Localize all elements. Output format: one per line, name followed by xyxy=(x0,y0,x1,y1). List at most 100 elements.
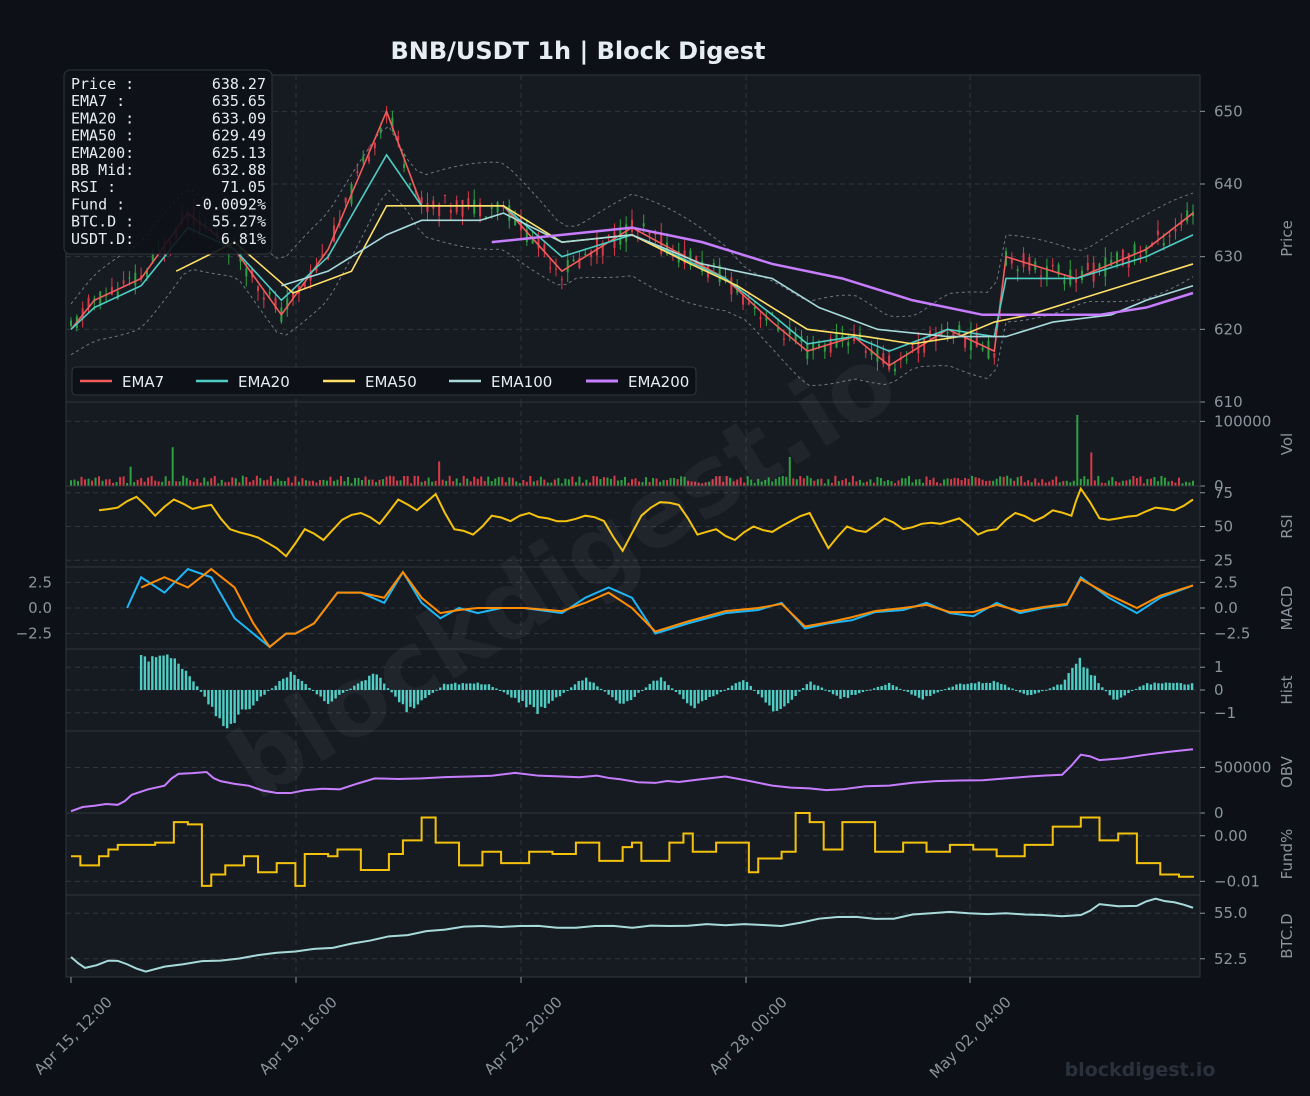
panel-frame xyxy=(65,401,1201,487)
watermark-corner: blockdigest.io xyxy=(1065,1059,1216,1081)
volume-bar xyxy=(1076,414,1079,486)
volume-bar xyxy=(84,479,87,486)
histogram-bar xyxy=(596,686,599,690)
histogram-bar xyxy=(1160,683,1164,690)
volume-bar xyxy=(1062,481,1065,486)
volume-bar xyxy=(168,480,171,486)
candle-body xyxy=(952,333,955,337)
volume-bar xyxy=(318,480,321,486)
candle-body xyxy=(619,229,622,245)
candle-body xyxy=(759,317,762,320)
histogram-bar xyxy=(835,690,838,696)
volume-bar xyxy=(283,481,286,486)
y-tick-label: 620 xyxy=(1214,320,1243,338)
histogram-bar xyxy=(311,690,315,691)
candle-body xyxy=(245,268,248,277)
panel-frame xyxy=(65,812,1201,896)
volume-bar xyxy=(943,479,946,486)
panel-frame xyxy=(65,730,1201,814)
histogram-bar xyxy=(1172,683,1175,690)
legend-label: EMA20 xyxy=(238,373,290,391)
histogram-bar xyxy=(786,690,790,704)
histogram-bar xyxy=(1041,690,1044,692)
volume-bar xyxy=(325,480,328,486)
volume-bar xyxy=(781,475,784,486)
series-line-signal xyxy=(140,567,1194,649)
volume-bar xyxy=(900,478,903,486)
y-tick-label: 100000 xyxy=(1214,412,1271,430)
info-value: -0.0092% xyxy=(194,195,266,213)
candle-body xyxy=(327,256,330,260)
volume-bar xyxy=(694,481,697,486)
volume-bar xyxy=(147,477,150,486)
y-tick-label: 500000 xyxy=(1214,758,1271,776)
histogram-bar xyxy=(790,690,794,700)
histogram-bar xyxy=(300,680,304,690)
info-value: 632.88 xyxy=(212,161,266,179)
candle-body xyxy=(666,242,669,254)
candle-body xyxy=(461,199,464,217)
volume-bar xyxy=(1181,483,1184,486)
histogram-bar xyxy=(349,688,352,690)
histogram-bar xyxy=(203,690,206,697)
histogram-bar xyxy=(1033,690,1037,694)
candle-body xyxy=(1040,275,1043,277)
candle-body xyxy=(882,353,885,365)
volume-bar xyxy=(269,476,272,486)
candle-body xyxy=(543,244,546,252)
histogram-bar xyxy=(1003,684,1007,690)
y-tick-label: 25 xyxy=(1214,551,1233,569)
volume-bar xyxy=(392,476,395,486)
y-axis-label: Vol xyxy=(1278,433,1296,455)
volume-bar xyxy=(981,479,984,486)
volume-bar xyxy=(725,476,728,486)
info-label: USDT.D: xyxy=(71,230,134,248)
histogram-bar xyxy=(902,690,906,691)
histogram-bar xyxy=(992,680,996,690)
volume-bar xyxy=(606,477,609,486)
histogram-bar xyxy=(547,690,550,704)
volume-bar xyxy=(1128,479,1131,486)
volume-bar xyxy=(1149,478,1152,486)
volume-bar xyxy=(231,477,234,486)
histogram-bar xyxy=(289,671,292,690)
volume-bar xyxy=(1065,480,1068,486)
y-tick-label: 2.5 xyxy=(1214,573,1238,591)
histogram-bar xyxy=(607,690,610,695)
histogram-bar xyxy=(166,654,169,690)
volume-bar xyxy=(206,481,209,486)
volume-bar xyxy=(820,478,823,486)
histogram-bar xyxy=(401,690,405,705)
volume-bar xyxy=(105,479,108,486)
volume-bar xyxy=(1192,480,1194,486)
volume-bar xyxy=(346,476,349,486)
info-value: 638.27 xyxy=(212,75,266,93)
histogram-bar xyxy=(1067,673,1070,690)
volume-bar xyxy=(490,481,493,486)
volume-bar xyxy=(599,478,602,486)
volume-bar xyxy=(946,478,949,486)
histogram-bar xyxy=(944,689,947,691)
volume-bar xyxy=(539,476,542,486)
candle-body xyxy=(479,203,482,217)
volume-bar xyxy=(595,476,598,486)
volume-bar xyxy=(792,478,795,486)
histogram-bar xyxy=(1104,690,1108,692)
volume-bar xyxy=(1146,479,1149,486)
histogram-bar xyxy=(1131,690,1134,692)
candle-body xyxy=(502,206,505,209)
y-tick-label: 0.00 xyxy=(1214,827,1247,845)
histogram-bar xyxy=(671,688,674,690)
volume-bar xyxy=(508,477,511,486)
y-tick-label: −2.5 xyxy=(1214,625,1250,643)
volume-bar xyxy=(1107,480,1110,486)
candle-body xyxy=(566,260,569,273)
volume-bar xyxy=(627,482,630,486)
volume-bar xyxy=(704,482,707,486)
volume-bar xyxy=(287,477,290,486)
volume-bar xyxy=(452,481,455,486)
candle-body xyxy=(292,291,295,298)
volume-bar xyxy=(795,479,798,486)
candle-body xyxy=(788,329,791,335)
